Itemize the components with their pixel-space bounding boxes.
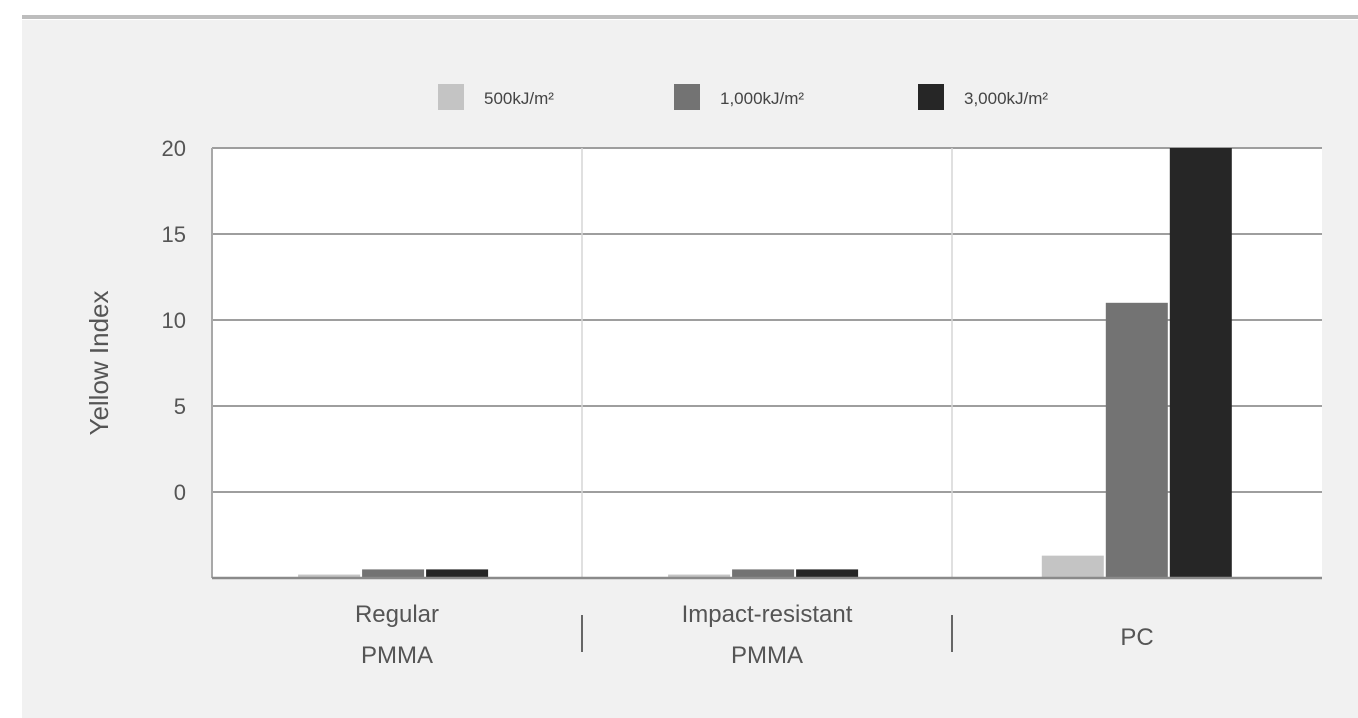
- y-tick-label: 10: [162, 308, 186, 333]
- bar: [362, 569, 424, 578]
- y-tick-label: 0: [174, 480, 186, 505]
- bar: [796, 569, 858, 578]
- x-tick-label: Impact-resistant: [682, 601, 853, 628]
- legend-label: 500kJ/m²: [484, 89, 554, 108]
- legend-swatch: [674, 84, 700, 110]
- bar: [732, 569, 794, 578]
- x-tick-label: Regular: [355, 601, 439, 628]
- x-tick-label: PC: [1120, 624, 1153, 651]
- bar: [1042, 556, 1104, 578]
- x-tick-label: PMMA: [731, 642, 803, 669]
- bar: [426, 569, 488, 578]
- y-tick-label: 5: [174, 394, 186, 419]
- legend-label: 1,000kJ/m²: [720, 89, 804, 108]
- legend: 500kJ/m² 1,000kJ/m² 3,000kJ/m²: [438, 84, 1048, 110]
- x-tick-label: PMMA: [361, 642, 433, 669]
- bar: [1170, 148, 1232, 578]
- y-tick-label: 15: [162, 222, 186, 247]
- y-tick-label: 20: [162, 136, 186, 161]
- y-axis-label: Yellow Index: [84, 290, 114, 435]
- bar: [1106, 303, 1168, 578]
- legend-label: 3,000kJ/m²: [964, 89, 1048, 108]
- legend-swatch: [438, 84, 464, 110]
- legend-swatch: [918, 84, 944, 110]
